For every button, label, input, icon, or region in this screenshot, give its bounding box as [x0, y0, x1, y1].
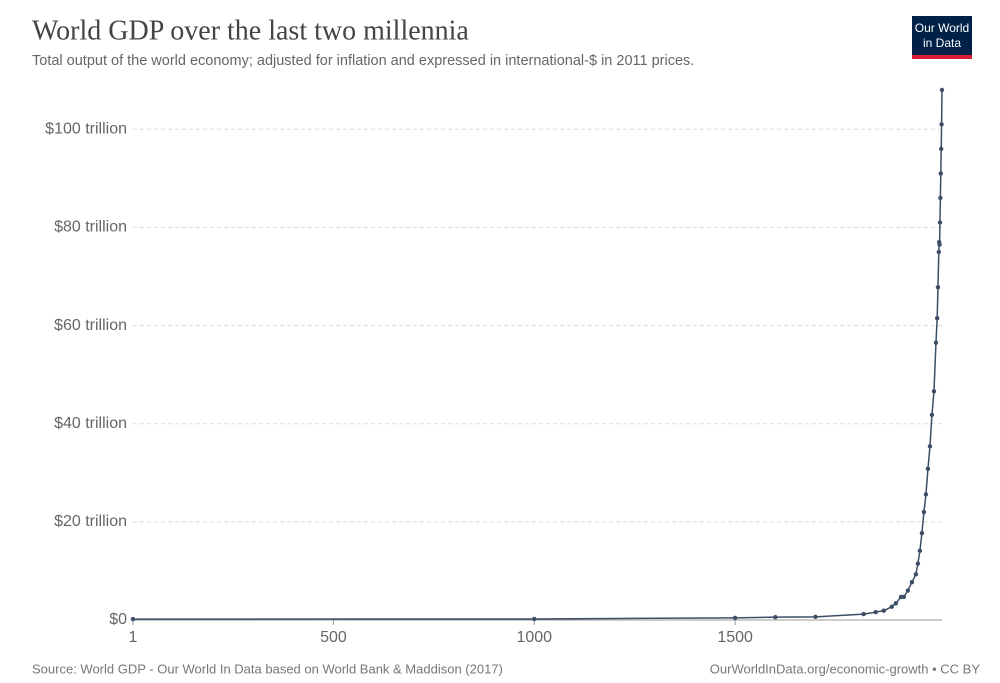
data-point: [130, 616, 136, 622]
x-tick-label: 1500: [717, 629, 753, 646]
data-point: [893, 601, 899, 606]
logo-text: Our World: [915, 21, 969, 35]
data-point: [937, 242, 942, 247]
data-point: [925, 466, 931, 472]
logo-text: in Data: [923, 36, 961, 50]
y-tick-label: $80 trillion: [54, 219, 127, 236]
logo-bar: [912, 55, 972, 59]
y-tick-label: $40 trillion: [54, 415, 127, 432]
data-point: [919, 530, 925, 536]
x-tick-label: 1000: [516, 629, 552, 646]
data-point: [909, 580, 915, 585]
data-point: [935, 285, 941, 290]
data-point: [732, 615, 738, 621]
url: OurWorldInData.org/economic-growth • CC …: [710, 661, 981, 676]
data-point: [938, 146, 944, 152]
x-tick-label: 500: [320, 629, 347, 646]
data-point: [938, 195, 943, 201]
data-point: [773, 614, 778, 620]
data-point: [937, 220, 943, 225]
data-point: [881, 608, 886, 613]
data-point: [933, 340, 939, 345]
data-point: [923, 492, 929, 497]
data-point: [939, 87, 945, 93]
data-point: [929, 412, 935, 418]
data-point: [917, 548, 923, 554]
data-point: [927, 444, 933, 449]
y-tick-label: $100 trillion: [45, 120, 127, 137]
data-point: [901, 594, 907, 600]
data-point: [889, 604, 894, 609]
data-point: [861, 611, 866, 617]
x-tick-label: 1: [129, 629, 138, 646]
data-point: [915, 561, 921, 566]
data-point: [532, 616, 537, 622]
chart-title: World GDP over the last two millennia: [32, 15, 469, 46]
data-point: [813, 614, 818, 620]
data-point: [934, 315, 940, 321]
data-point: [913, 572, 919, 577]
chart-subtitle: Total output of the world economy; adjus…: [32, 53, 694, 69]
y-tick-label: $0: [109, 611, 127, 628]
data-point: [905, 588, 911, 593]
data-point: [936, 249, 941, 255]
y-tick-label: $60 trillion: [54, 317, 127, 334]
data-point: [931, 389, 937, 394]
series-line: [132, 89, 943, 620]
y-tick-label: $20 trillion: [54, 513, 127, 530]
data-point: [873, 609, 878, 615]
data-point: [938, 171, 943, 176]
logo: [912, 16, 972, 58]
data-point: [939, 122, 944, 127]
data-point: [921, 509, 927, 515]
source: Source: World GDP - Our World In Data ba…: [32, 661, 503, 676]
